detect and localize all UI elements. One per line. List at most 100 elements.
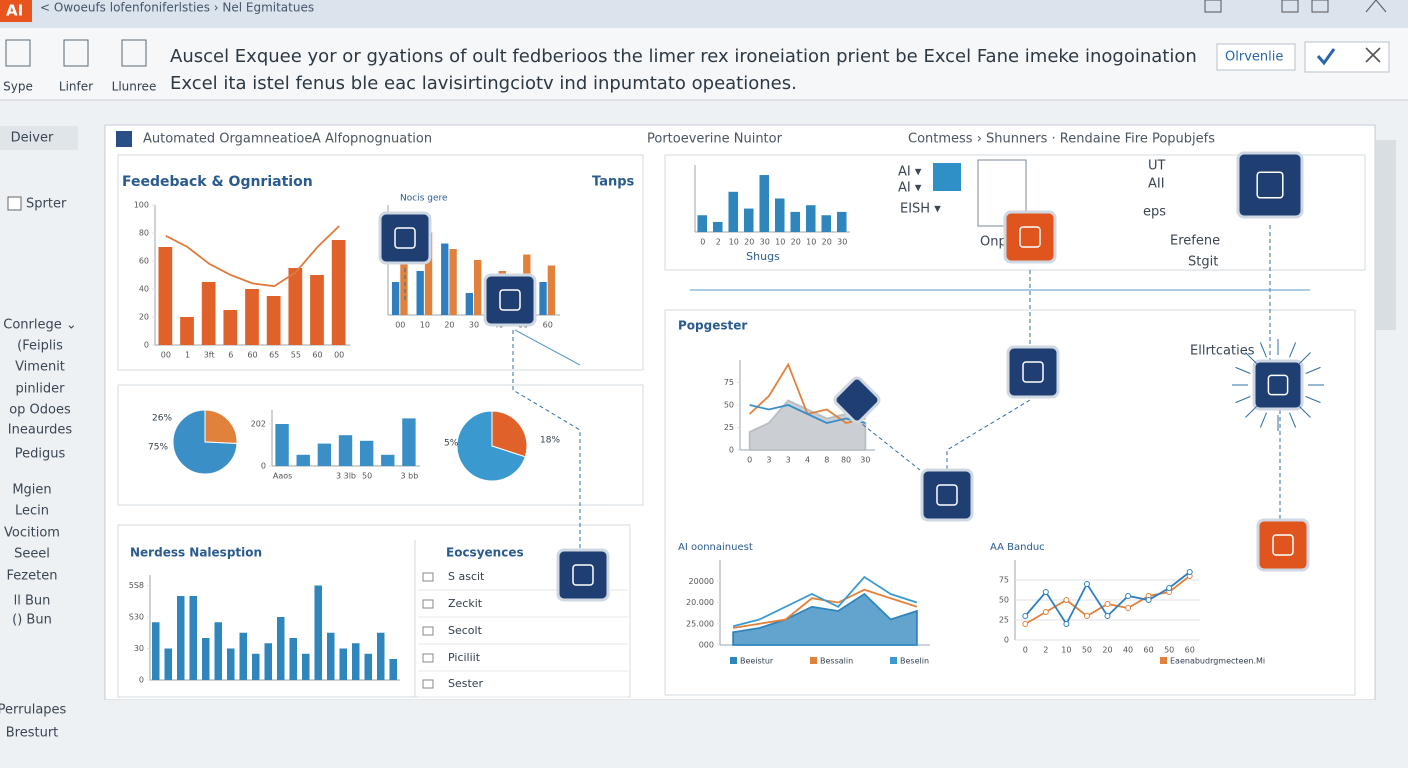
- toolbar-button[interactable]: Linfer: [59, 80, 93, 94]
- toolbar-icon[interactable]: [121, 39, 147, 67]
- bar: [202, 638, 210, 680]
- point: [1083, 581, 1090, 587]
- x-tick-label: 0: [700, 238, 705, 247]
- chart-title: AI oonnainuest: [678, 542, 753, 553]
- sidebar-item[interactable]: Vimenit: [15, 360, 65, 375]
- list-item[interactable]: Piciliit: [448, 651, 481, 664]
- point: [1083, 613, 1090, 619]
- close-icon[interactable]: [1365, 47, 1381, 63]
- list-icon: [422, 626, 434, 636]
- x-tick-label: Aaos: [273, 472, 292, 481]
- x-tick-label: 50: [1082, 646, 1092, 655]
- point: [1063, 597, 1070, 603]
- window-button[interactable]: [1365, 0, 1387, 13]
- point: [1042, 609, 1049, 615]
- toolbar-button[interactable]: Llunree: [112, 80, 157, 94]
- toolbar-icon[interactable]: [63, 39, 89, 67]
- tab[interactable]: Portoeverine Nuintor: [647, 132, 783, 147]
- x-tick-label: 10: [775, 238, 785, 247]
- line: [749, 404, 866, 424]
- sidebar-item[interactable]: Mgien: [12, 483, 51, 498]
- list-item[interactable]: Secolt: [448, 624, 483, 637]
- sidebar-item[interactable]: Vocitiom: [4, 526, 60, 541]
- list-item[interactable]: Sester: [448, 677, 484, 690]
- chart-title: Popgester: [678, 319, 747, 333]
- bar: [774, 198, 785, 232]
- list-icon: [422, 572, 434, 582]
- sidebar-item[interactable]: Bresturt: [6, 726, 59, 741]
- y-tick-label: 25: [999, 616, 1009, 625]
- legend-swatch: [890, 657, 897, 664]
- toolbar-icon[interactable]: [5, 39, 31, 67]
- tab[interactable]: Contmess › Shunners · Rendaine Fire Popu…: [908, 132, 1215, 147]
- panel-label: EISH ▾: [900, 202, 941, 217]
- bar: [158, 247, 173, 345]
- bar: [377, 632, 385, 680]
- sidebar-item[interactable]: () Bun: [12, 613, 52, 628]
- toolbar-button[interactable]: Sype: [3, 80, 33, 94]
- sidebar-item[interactable]: Perrulapes: [0, 703, 67, 718]
- tab[interactable]: A Alfopnognuation: [312, 132, 432, 147]
- bar: [381, 454, 395, 466]
- sidebar-item[interactable]: Fezeten: [7, 569, 58, 584]
- x-tick-label: 10: [729, 238, 739, 247]
- bar: [389, 659, 397, 680]
- bar: [364, 653, 372, 680]
- x-tick-label: 20: [444, 321, 454, 330]
- dropdown[interactable]: [1216, 43, 1296, 71]
- x-tick-label: 3: [786, 456, 791, 465]
- list-item[interactable]: S ascit: [448, 570, 485, 583]
- chart-title: AA Banduc: [990, 542, 1045, 553]
- app-logo: [0, 0, 32, 22]
- list-item[interactable]: Zeckit: [448, 597, 483, 610]
- line: [165, 225, 340, 288]
- ai-icon: [1236, 151, 1304, 219]
- window-button[interactable]: [1281, 0, 1299, 13]
- point: [1145, 597, 1152, 603]
- tab[interactable]: Automated Orgamneatioe: [143, 132, 312, 147]
- sidebar-item[interactable]: pinlider: [16, 382, 66, 397]
- x-tick-label: 00: [161, 351, 171, 360]
- sidebar-item[interactable]: Seeel: [14, 547, 50, 562]
- sidebar-item[interactable]: ll Bun: [14, 594, 51, 609]
- window-button[interactable]: [1204, 0, 1222, 13]
- circuit-line: [1259, 412, 1267, 428]
- ai-icon-glyph: [394, 227, 416, 249]
- sidebar-item[interactable]: op Odoes: [9, 403, 71, 418]
- bar: [331, 240, 346, 345]
- toolbar: [0, 28, 1408, 100]
- x-tick-label: 00: [334, 351, 344, 360]
- pie-slice: [456, 410, 526, 482]
- checkbox[interactable]: [7, 196, 22, 211]
- legend-label: Beselin: [900, 657, 929, 666]
- x-tick-label: 20: [791, 238, 801, 247]
- check-icon[interactable]: [1316, 48, 1336, 66]
- circuit-line: [1298, 352, 1311, 365]
- point: [1125, 605, 1132, 611]
- ai-icon-glyph: [1019, 226, 1041, 248]
- x-tick-label: 20: [1102, 646, 1112, 655]
- breadcrumb: < Owoeufs lofenfoniferlsties › Nel Egmit…: [40, 1, 314, 15]
- scrollbar[interactable]: [1376, 140, 1396, 330]
- list-icon: [422, 653, 434, 663]
- point: [1104, 613, 1111, 619]
- sidebar-item[interactable]: Ineaurdes: [8, 423, 73, 438]
- chart-title: Nerdess Nalesption: [130, 546, 262, 560]
- sidebar-item[interactable]: Pedigus: [15, 447, 66, 462]
- y-tick-label: 30: [134, 644, 144, 653]
- sidebar-item[interactable]: Conrlege ⌄: [3, 318, 77, 333]
- sidebar-item[interactable]: (Feiplis: [17, 339, 63, 354]
- sidebar-item[interactable]: Deiver: [11, 131, 54, 146]
- ai-icon-glyph: [572, 564, 594, 586]
- panel-label: AII: [1148, 177, 1165, 192]
- window-button[interactable]: [1311, 0, 1329, 13]
- sidebar-item[interactable]: Sprter: [26, 197, 67, 212]
- connector: [512, 330, 581, 550]
- logo-text: AI: [6, 2, 23, 20]
- ai-icon: [1006, 345, 1060, 399]
- dropdown-text[interactable]: Olrvenlie: [1225, 50, 1283, 65]
- bar: [275, 424, 289, 466]
- bar: [400, 216, 408, 315]
- x-tick-label: 65: [269, 351, 279, 360]
- sidebar-item[interactable]: Lecin: [15, 504, 49, 519]
